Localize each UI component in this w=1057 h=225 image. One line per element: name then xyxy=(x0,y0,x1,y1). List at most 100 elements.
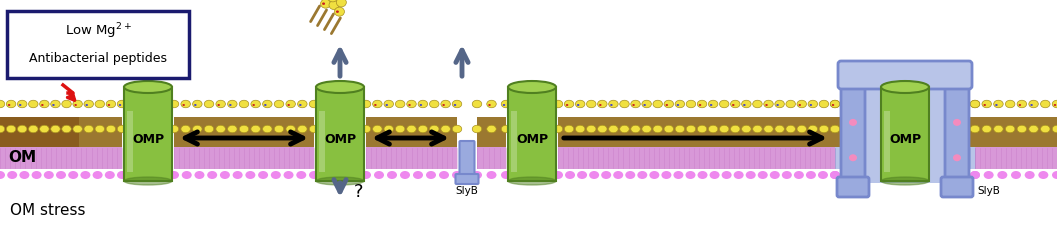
Ellipse shape xyxy=(686,171,696,179)
Ellipse shape xyxy=(722,171,731,179)
Bar xyxy=(366,117,457,147)
Ellipse shape xyxy=(429,126,439,133)
Ellipse shape xyxy=(675,101,685,108)
Ellipse shape xyxy=(264,105,266,106)
Ellipse shape xyxy=(564,126,574,133)
Ellipse shape xyxy=(924,126,933,133)
Ellipse shape xyxy=(229,105,231,106)
Ellipse shape xyxy=(1017,101,1026,108)
Ellipse shape xyxy=(632,105,635,106)
Ellipse shape xyxy=(686,101,696,108)
Ellipse shape xyxy=(508,82,556,94)
Ellipse shape xyxy=(39,101,49,108)
Ellipse shape xyxy=(452,126,462,133)
Ellipse shape xyxy=(487,126,496,133)
Ellipse shape xyxy=(587,126,596,133)
Ellipse shape xyxy=(945,171,954,179)
Ellipse shape xyxy=(842,171,853,179)
Ellipse shape xyxy=(698,171,707,179)
Ellipse shape xyxy=(299,105,301,106)
Ellipse shape xyxy=(970,101,980,108)
Ellipse shape xyxy=(1028,126,1038,133)
Ellipse shape xyxy=(893,171,904,179)
Ellipse shape xyxy=(336,11,339,14)
Ellipse shape xyxy=(501,126,511,133)
Ellipse shape xyxy=(487,101,496,108)
Ellipse shape xyxy=(1040,126,1050,133)
Ellipse shape xyxy=(336,0,347,8)
Ellipse shape xyxy=(662,171,671,179)
Ellipse shape xyxy=(843,105,846,106)
Ellipse shape xyxy=(328,0,337,3)
Ellipse shape xyxy=(830,101,839,108)
Ellipse shape xyxy=(374,171,384,179)
Ellipse shape xyxy=(830,171,840,179)
Ellipse shape xyxy=(775,126,784,133)
Ellipse shape xyxy=(599,105,601,106)
Ellipse shape xyxy=(51,126,60,133)
Ellipse shape xyxy=(819,101,829,108)
Ellipse shape xyxy=(73,101,82,108)
Ellipse shape xyxy=(106,126,115,133)
Ellipse shape xyxy=(901,101,910,108)
Ellipse shape xyxy=(124,177,172,185)
Bar xyxy=(319,111,324,172)
Ellipse shape xyxy=(1024,171,1035,179)
Ellipse shape xyxy=(743,105,745,106)
Text: OM stress: OM stress xyxy=(10,202,86,217)
Ellipse shape xyxy=(644,105,646,106)
Ellipse shape xyxy=(642,101,651,108)
Ellipse shape xyxy=(262,126,272,133)
Ellipse shape xyxy=(920,171,929,179)
Ellipse shape xyxy=(216,101,225,108)
Ellipse shape xyxy=(982,126,991,133)
Ellipse shape xyxy=(488,105,490,106)
Ellipse shape xyxy=(245,171,256,179)
Ellipse shape xyxy=(730,101,740,108)
Ellipse shape xyxy=(758,171,767,179)
Ellipse shape xyxy=(218,105,220,106)
Ellipse shape xyxy=(501,101,511,108)
Ellipse shape xyxy=(29,101,38,108)
Ellipse shape xyxy=(553,171,563,179)
Ellipse shape xyxy=(564,101,574,108)
Ellipse shape xyxy=(6,101,16,108)
Ellipse shape xyxy=(117,101,127,108)
Ellipse shape xyxy=(86,105,88,106)
Ellipse shape xyxy=(1053,126,1057,133)
Ellipse shape xyxy=(878,105,880,106)
Ellipse shape xyxy=(830,126,839,133)
Ellipse shape xyxy=(953,155,961,162)
Ellipse shape xyxy=(782,171,792,179)
Ellipse shape xyxy=(106,101,115,108)
FancyBboxPatch shape xyxy=(841,81,865,185)
Ellipse shape xyxy=(855,171,866,179)
Text: OM: OM xyxy=(8,150,36,165)
Ellipse shape xyxy=(953,119,961,126)
Ellipse shape xyxy=(676,105,680,106)
Ellipse shape xyxy=(577,171,587,179)
Ellipse shape xyxy=(503,105,505,106)
Ellipse shape xyxy=(374,105,376,106)
Ellipse shape xyxy=(183,105,185,106)
Ellipse shape xyxy=(642,126,651,133)
Ellipse shape xyxy=(797,126,806,133)
Ellipse shape xyxy=(877,126,887,133)
Ellipse shape xyxy=(912,126,922,133)
Ellipse shape xyxy=(7,105,11,106)
Ellipse shape xyxy=(361,101,371,108)
Ellipse shape xyxy=(310,126,319,133)
Ellipse shape xyxy=(708,126,718,133)
Bar xyxy=(835,117,975,147)
Ellipse shape xyxy=(69,171,78,179)
Ellipse shape xyxy=(610,105,613,106)
Ellipse shape xyxy=(765,105,767,106)
Ellipse shape xyxy=(819,126,829,133)
Ellipse shape xyxy=(194,105,197,106)
Ellipse shape xyxy=(666,105,668,106)
Ellipse shape xyxy=(117,171,127,179)
Ellipse shape xyxy=(169,171,179,179)
Text: ?: ? xyxy=(354,182,364,200)
Ellipse shape xyxy=(373,101,383,108)
Ellipse shape xyxy=(764,101,774,108)
